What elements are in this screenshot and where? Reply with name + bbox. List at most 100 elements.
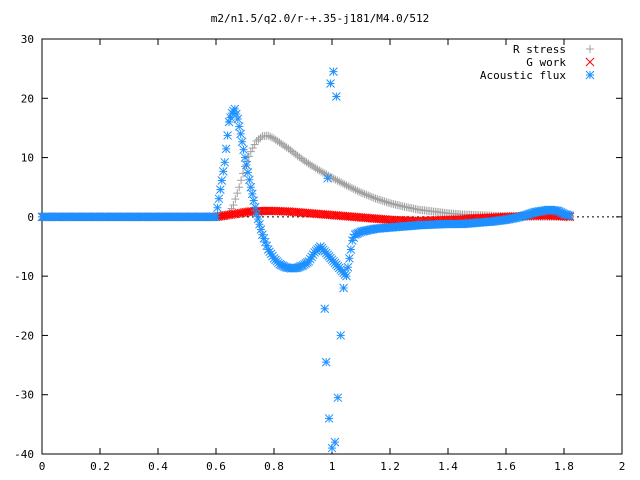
legend-marker — [585, 57, 595, 67]
data-point — [380, 197, 389, 206]
plot-frame — [41, 38, 623, 455]
data-point — [215, 185, 225, 194]
x-tick-label: 1 — [329, 460, 336, 473]
y-tick-label: 20 — [21, 92, 34, 105]
series-3 — [37, 67, 575, 453]
data-point — [242, 160, 251, 170]
data-point — [266, 132, 275, 141]
data-point — [250, 202, 260, 212]
data-point — [233, 114, 243, 124]
x-tick-label: 1.4 — [438, 460, 458, 473]
data-point — [362, 190, 371, 199]
data-point — [247, 189, 257, 199]
data-point — [565, 211, 575, 221]
data-point — [329, 67, 338, 76]
data-point — [218, 167, 228, 176]
data-point — [373, 195, 382, 204]
y-tick-label: 30 — [21, 33, 34, 46]
data-point — [375, 195, 384, 204]
data-point — [382, 198, 391, 207]
x-tick-label: 0.6 — [206, 460, 226, 473]
data-point — [331, 92, 341, 101]
data-point — [339, 283, 348, 293]
y-tick-label: -40 — [14, 448, 34, 461]
data-point — [231, 109, 241, 119]
data-point — [364, 191, 373, 200]
chart-title: m2/n1.5/q2.0/r-+.35-j181/M4.0/512 — [211, 12, 430, 25]
data-point — [217, 176, 227, 185]
data-point — [335, 177, 344, 186]
data-point — [307, 252, 317, 262]
data-point — [243, 168, 253, 177]
legend-marker — [586, 45, 594, 53]
data-point — [221, 144, 231, 154]
series-1 — [38, 131, 574, 221]
data-point — [268, 133, 277, 142]
data-point — [230, 104, 240, 114]
data-point — [250, 140, 259, 149]
data-point — [369, 193, 378, 202]
data-point — [223, 131, 232, 140]
legend-label: G work — [526, 56, 566, 69]
data-point — [213, 203, 222, 213]
data-point — [246, 147, 255, 156]
data-point — [233, 189, 242, 198]
data-point — [239, 145, 248, 155]
axes: 0 0.2 0.4 0.6 0.8 1 1.2 1.4 1.6 1.8 2 -40 -30 -20 -10 0… — [14, 33, 625, 473]
data-point — [331, 175, 340, 184]
series-layer — [37, 67, 575, 453]
data-point — [360, 190, 369, 199]
legend-marker — [585, 70, 595, 80]
data-point — [252, 209, 261, 219]
data-point — [338, 179, 347, 188]
data-point — [384, 198, 393, 207]
data-point — [323, 173, 333, 183]
data-point — [333, 176, 342, 185]
data-point — [347, 184, 356, 193]
x-tick-label: 0.4 — [148, 460, 168, 473]
data-point — [340, 180, 349, 189]
data-point — [317, 167, 326, 176]
x-tick-label: 1.6 — [496, 460, 516, 473]
y-tick-label: -20 — [14, 329, 34, 342]
data-point — [253, 214, 263, 224]
data-point — [231, 195, 240, 204]
data-point — [237, 137, 247, 147]
data-point — [256, 225, 266, 234]
data-point — [239, 169, 248, 178]
data-point — [248, 144, 257, 153]
legend-label: Acoustic flux — [480, 69, 566, 82]
x-tick-label: 0.2 — [90, 460, 110, 473]
y-tick-label: -30 — [14, 389, 34, 402]
y-tick-label: 10 — [21, 152, 34, 165]
data-point — [246, 182, 256, 192]
data-point — [315, 166, 324, 175]
data-point — [366, 192, 375, 201]
x-tick-label: 1.2 — [380, 460, 400, 473]
data-point — [249, 196, 259, 205]
data-point — [214, 194, 224, 204]
data-point — [333, 393, 343, 403]
data-point — [346, 183, 355, 192]
data-point — [349, 184, 358, 193]
y-tick-label: 0 — [27, 211, 34, 224]
data-point — [353, 186, 362, 195]
data-point — [320, 169, 329, 178]
x-tick-label: 1.8 — [554, 460, 574, 473]
data-point — [336, 331, 346, 340]
data-point — [313, 165, 322, 174]
data-point — [378, 196, 387, 205]
data-point — [324, 414, 334, 423]
data-point — [342, 181, 351, 190]
data-point — [345, 254, 354, 263]
data-point — [355, 187, 364, 196]
x-tick-label: 0 — [39, 460, 46, 473]
data-point — [344, 182, 353, 191]
data-point — [240, 153, 250, 162]
data-point — [367, 192, 376, 201]
data-point — [357, 188, 365, 197]
data-point — [256, 133, 265, 142]
data-point — [326, 79, 335, 88]
